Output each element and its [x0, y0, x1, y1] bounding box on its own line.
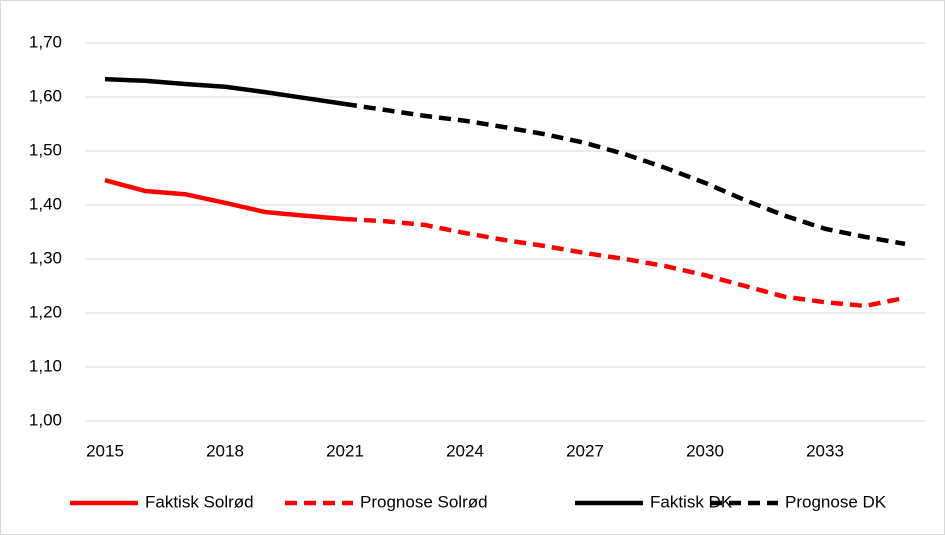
x-tick-label: 2024 — [446, 441, 484, 460]
y-tick-label: 1,50 — [29, 140, 62, 159]
x-tick-label: 2021 — [326, 441, 364, 460]
x-tick-label: 2030 — [686, 441, 724, 460]
x-tick-label: 2027 — [566, 441, 604, 460]
legend-label: Faktisk DK — [650, 492, 733, 511]
y-tick-label: 1,30 — [29, 248, 62, 267]
y-tick-label: 1,40 — [29, 194, 62, 213]
x-tick-label: 2018 — [206, 441, 244, 460]
legend-label: Prognose DK — [785, 492, 887, 511]
y-tick-label: 1,70 — [29, 32, 62, 51]
legend-label: Faktisk Solrød — [145, 492, 254, 511]
series-line — [104, 76, 346, 107]
x-tick-label: 2033 — [806, 441, 844, 460]
y-tick-label: 1,60 — [29, 86, 62, 105]
y-tick-label: 1,20 — [29, 302, 62, 321]
y-tick-label: 1,10 — [29, 356, 62, 375]
series-line — [104, 177, 346, 222]
series-line — [344, 101, 906, 247]
legend-label: Prognose Solrød — [360, 492, 488, 511]
y-tick-label: 1,00 — [29, 410, 62, 429]
x-tick-label: 2015 — [86, 441, 124, 460]
